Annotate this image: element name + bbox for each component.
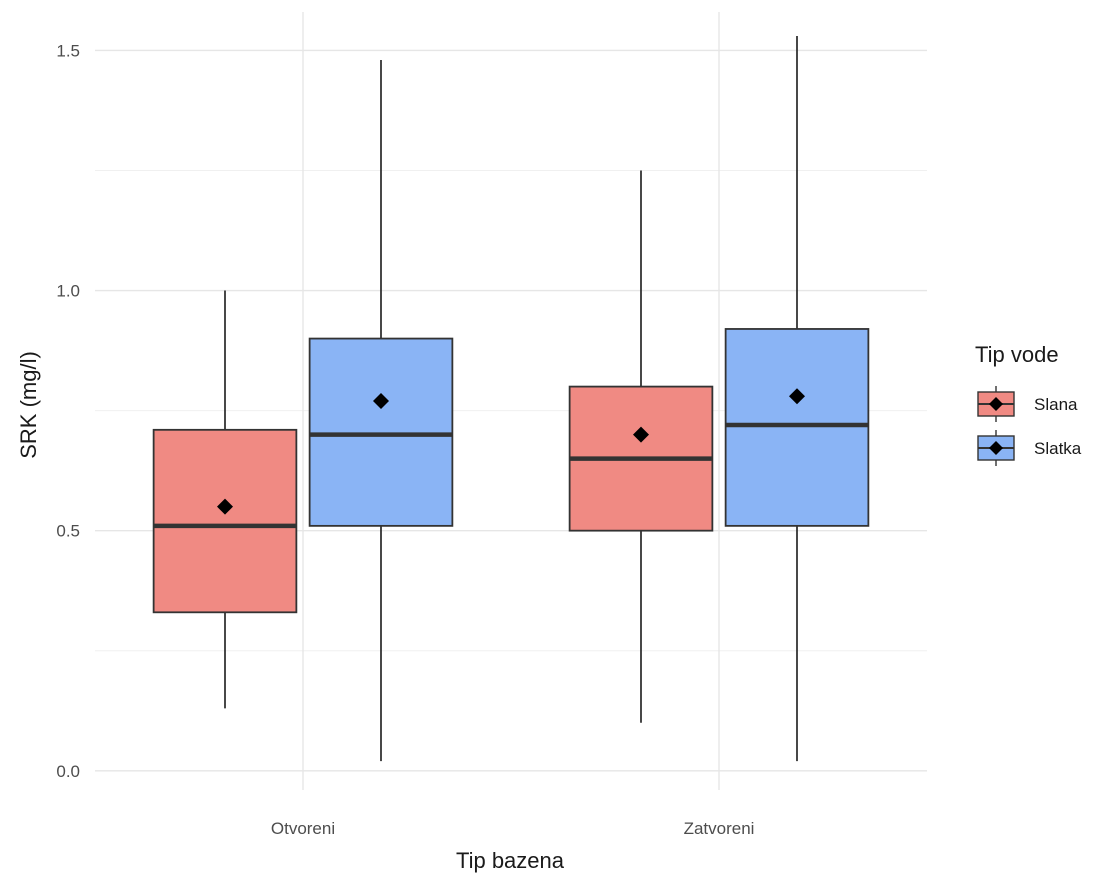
y-axis-ticks: 0.0 0.5 1.0 1.5 [56, 41, 80, 780]
legend-item-slatka: Slatka [977, 430, 1082, 466]
legend-title: Tip vode [975, 342, 1059, 367]
legend-label: Slana [1034, 395, 1078, 414]
plot-area [152, 36, 870, 762]
y-tick-label: 0.5 [56, 522, 80, 541]
mean-marker [217, 498, 233, 515]
box-slatka-otvoreni [308, 60, 454, 762]
legend-items: Slana Slatka [977, 386, 1082, 466]
y-tick-label: 1.5 [56, 41, 80, 60]
iqr-box [308, 337, 454, 527]
iqr-box [724, 328, 870, 527]
legend-key-mean [989, 441, 1003, 455]
y-tick-label: 1.0 [56, 282, 80, 301]
box-slana-otvoreni [152, 290, 298, 709]
x-axis-ticks: Otvoreni Zatvoreni [271, 819, 755, 838]
legend-label: Slatka [1034, 439, 1082, 458]
x-axis-title: Tip bazena [456, 848, 565, 873]
mean-marker [789, 388, 805, 405]
legend-key-mean [989, 397, 1003, 411]
x-tick-label: Zatvoreni [684, 819, 755, 838]
mean-marker [633, 426, 649, 443]
y-axis-title: SRK (mg/l) [16, 351, 41, 459]
legend-item-slana: Slana [977, 386, 1078, 422]
box-slatka-zatvoreni [724, 36, 870, 762]
box-slana-zatvoreni [568, 170, 714, 723]
mean-marker [373, 393, 389, 409]
iqr-box [152, 428, 298, 614]
y-tick-label: 0.0 [56, 762, 80, 781]
x-tick-label: Otvoreni [271, 819, 335, 838]
legend: Tip vode Slana Slatka [975, 342, 1082, 466]
